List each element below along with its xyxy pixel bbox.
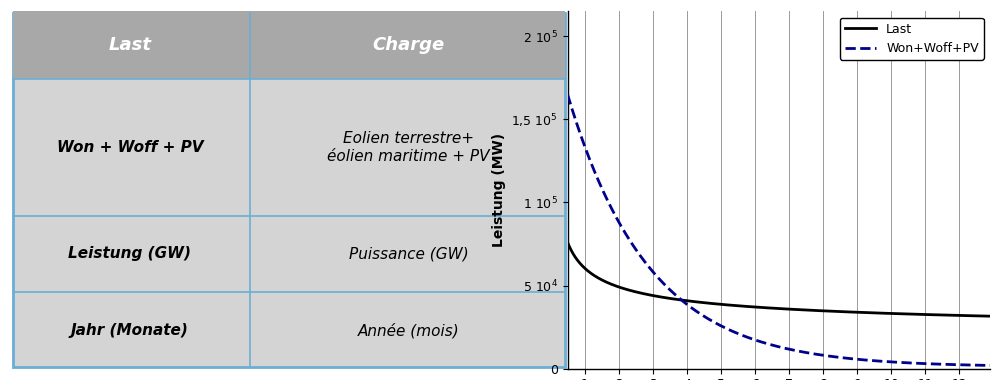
Last <box>562 240 574 245</box>
Last <box>756 305 768 310</box>
Last <box>583 270 595 274</box>
Text: Won + Woff + PV: Won + Woff + PV <box>57 140 203 155</box>
Won+Woff+PV <box>972 363 984 367</box>
Text: Année (mois): Année (mois) <box>358 323 460 338</box>
Last <box>972 314 984 318</box>
FancyBboxPatch shape <box>13 11 565 79</box>
Text: Puissance (GW): Puissance (GW) <box>349 246 469 261</box>
Line: Last: Last <box>568 242 990 316</box>
Won+Woff+PV <box>984 363 996 368</box>
Last <box>894 312 906 316</box>
Won+Woff+PV <box>583 156 595 160</box>
Won+Woff+PV <box>756 340 768 344</box>
Won+Woff+PV <box>767 343 779 348</box>
Text: Jahr (Monate): Jahr (Monate) <box>71 323 189 338</box>
Last <box>972 314 984 318</box>
Won+Woff+PV <box>894 360 906 365</box>
Last <box>767 306 779 310</box>
Last <box>984 314 996 318</box>
Won+Woff+PV <box>562 92 574 97</box>
Legend: Last, Won+Woff+PV: Last, Won+Woff+PV <box>840 17 984 60</box>
Y-axis label: Leistung (MW): Leistung (MW) <box>492 133 506 247</box>
Won+Woff+PV <box>972 363 984 367</box>
Text: Eolien terrestre+
éolien maritime + PV: Eolien terrestre+ éolien maritime + PV <box>327 131 490 164</box>
Text: Leistung (GW): Leistung (GW) <box>68 246 191 261</box>
Text: Charge: Charge <box>373 36 445 54</box>
Text: Last: Last <box>108 36 151 54</box>
Line: Won+Woff+PV: Won+Woff+PV <box>568 95 990 366</box>
FancyBboxPatch shape <box>13 13 565 367</box>
